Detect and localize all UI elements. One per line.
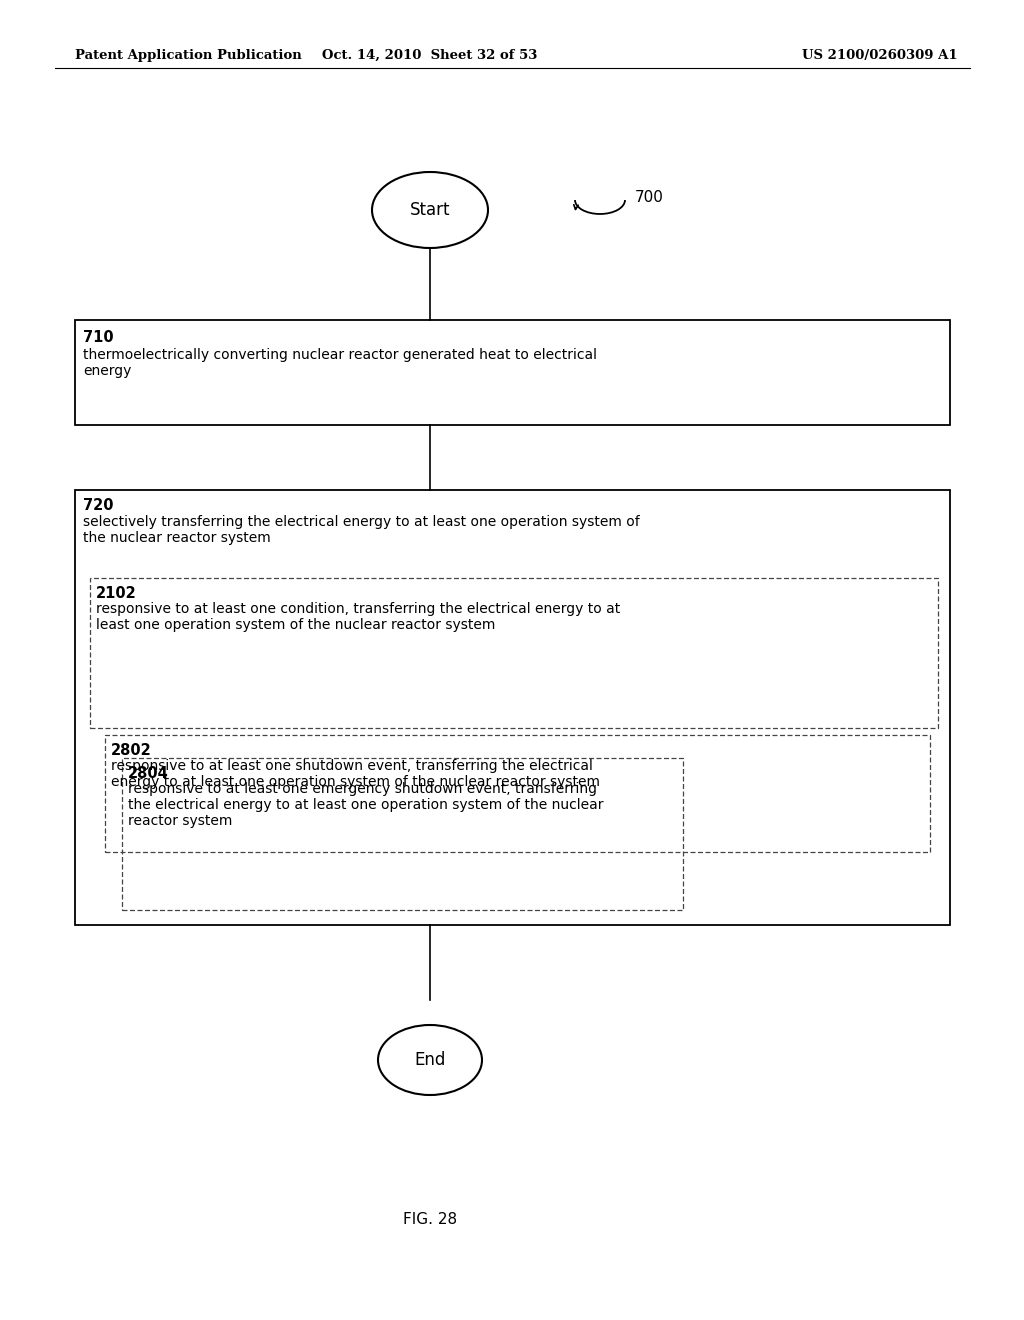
Text: 2102: 2102 [96, 586, 137, 601]
Bar [75, 490, 950, 925]
Text: FIG. 28: FIG. 28 [402, 1213, 457, 1228]
Text: Start: Start [410, 201, 451, 219]
Text: Patent Application Publication: Patent Application Publication [75, 49, 302, 62]
Bar [105, 735, 930, 851]
Bar [75, 319, 950, 425]
Text: Oct. 14, 2010  Sheet 32 of 53: Oct. 14, 2010 Sheet 32 of 53 [323, 49, 538, 62]
Text: responsive to at least one emergency shutdown event, transferring
the electrical: responsive to at least one emergency shu… [128, 781, 603, 829]
Text: End: End [415, 1051, 445, 1069]
Bar [90, 578, 938, 729]
Text: 700: 700 [635, 190, 664, 206]
Text: US 2100/0260309 A1: US 2100/0260309 A1 [802, 49, 957, 62]
Text: thermoelectrically converting nuclear reactor generated heat to electrical
energ: thermoelectrically converting nuclear re… [83, 348, 597, 379]
Text: selectively transferring the electrical energy to at least one operation system : selectively transferring the electrical … [83, 515, 640, 545]
Text: responsive to at least one condition, transferring the electrical energy to at
l: responsive to at least one condition, tr… [96, 602, 621, 632]
Text: 720: 720 [83, 498, 114, 513]
Text: 710: 710 [83, 330, 114, 345]
Bar [122, 758, 683, 909]
Text: 2804: 2804 [128, 766, 169, 781]
Text: responsive to at least one shutdown event, transferring the electrical
energy to: responsive to at least one shutdown even… [111, 759, 600, 789]
Text: 2802: 2802 [111, 743, 152, 758]
